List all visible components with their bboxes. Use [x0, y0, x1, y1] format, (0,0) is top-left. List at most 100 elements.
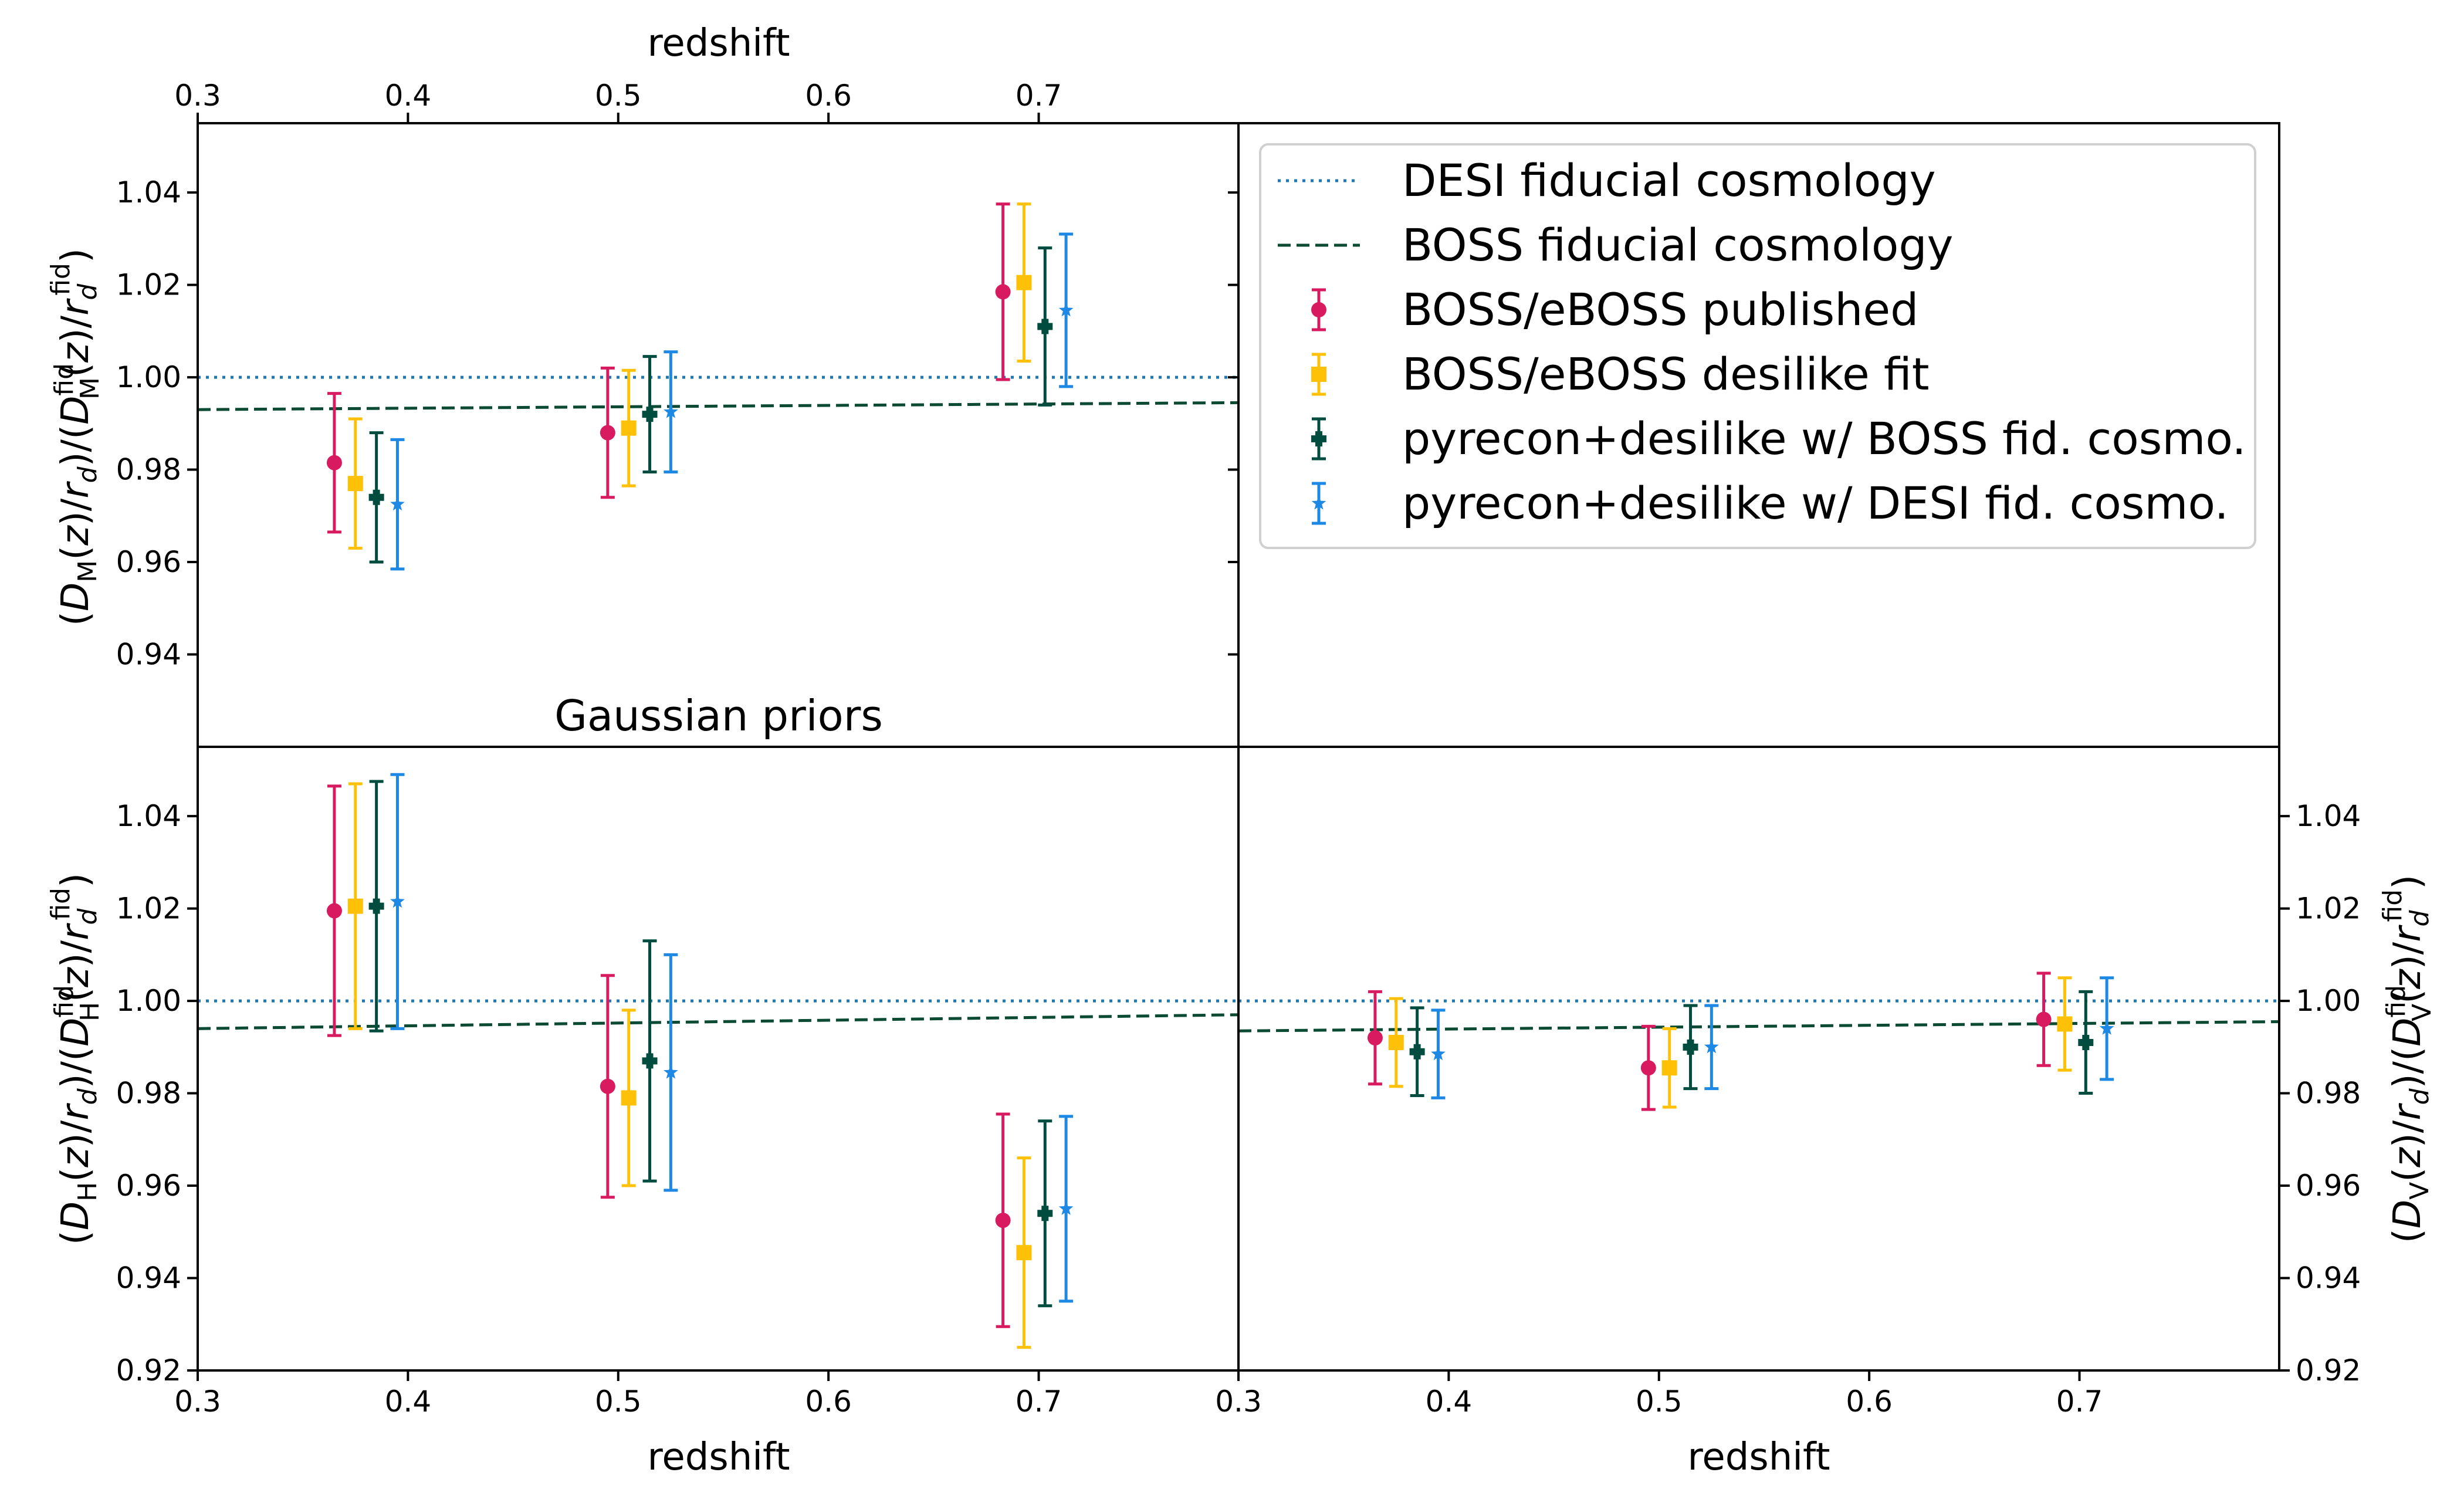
- data-point-square: [1016, 1245, 1032, 1261]
- data-point-circle: [1367, 1030, 1383, 1046]
- tick-label: 0.3: [1215, 1385, 1262, 1419]
- legend-label: BOSS fiducial cosmology: [1402, 219, 1954, 271]
- tick-label: 0.98: [116, 1077, 181, 1111]
- tick-label: 0.6: [805, 1385, 852, 1419]
- tick-label: 1.04: [2296, 799, 2361, 833]
- y-axis-title-dv: (DV(z)/rd)/(DfidV(z)/rdfid): [2378, 875, 2437, 1243]
- legend-entry: pyrecon+desilike w/ DESI fid. cosmo.: [1311, 477, 2229, 529]
- legend-marker-star: [1311, 496, 1326, 510]
- data-point-circle: [326, 455, 342, 471]
- tick-label: 0.5: [595, 79, 642, 113]
- data-point-star: [2099, 1021, 2114, 1035]
- data-point-star: [1431, 1046, 1446, 1061]
- tick-label: 0.4: [1426, 1385, 1473, 1419]
- data-point-square: [1388, 1034, 1404, 1050]
- tick-label: 0.94: [116, 1261, 181, 1295]
- data-point-square: [2057, 1016, 2073, 1032]
- legend-label: BOSS/eBOSS desilike fit: [1402, 348, 1930, 400]
- tick-label: 0.5: [1636, 1385, 1683, 1419]
- legend-marker-plus: [1311, 431, 1326, 446]
- tick-label: 0.94: [116, 638, 181, 672]
- data-point-circle: [995, 284, 1011, 300]
- data-point-star: [390, 893, 405, 908]
- data-point-circle: [326, 903, 342, 919]
- data-point-square: [1661, 1060, 1677, 1076]
- tick-label: 0.4: [385, 1385, 432, 1419]
- legend-box: [1259, 143, 2256, 549]
- reference-line-boss: [197, 1013, 1239, 1030]
- tick-label: 0.6: [805, 79, 852, 113]
- bottom-left-x-axis-title: redshift: [647, 1436, 790, 1479]
- data-point-plus: [368, 898, 384, 914]
- data-point-star: [664, 1065, 678, 1079]
- tick-label: 0.98: [2296, 1077, 2361, 1111]
- tick-label: 1.00: [116, 984, 181, 1018]
- bottom-right-x-axis-title: redshift: [1687, 1436, 1830, 1479]
- data-point-plus: [1683, 1039, 1698, 1055]
- tick-label: 1.00: [2296, 984, 2361, 1018]
- tick-label: 0.98: [116, 453, 181, 487]
- top-x-axis-title: redshift: [647, 22, 790, 65]
- data-point-square: [347, 476, 363, 492]
- tick-label: 0.92: [2296, 1353, 2361, 1387]
- legend-entry: BOSS/eBOSS published: [1311, 283, 1918, 336]
- tick-label: 0.96: [116, 1169, 181, 1203]
- tick-label: 0.6: [1846, 1385, 1893, 1419]
- tick-label: 1.02: [116, 268, 181, 302]
- legend-label: DESI fiducial cosmology: [1402, 154, 1936, 207]
- data-point-circle: [600, 1078, 615, 1094]
- data-point-star: [1058, 1201, 1074, 1215]
- legend-panel: DESI fiducial cosmology BOSS fiducial cos…: [1259, 143, 2256, 549]
- data-point-square: [347, 898, 363, 914]
- tick-label: 1.04: [116, 799, 181, 833]
- reference-line-boss: [197, 401, 1239, 411]
- tick-label: 0.3: [174, 79, 221, 113]
- data-point-plus: [2078, 1034, 2094, 1050]
- data-point-square: [1016, 275, 1032, 290]
- panel-dh-plot: [197, 773, 1239, 1349]
- legend-label: BOSS/eBOSS published: [1402, 283, 1918, 336]
- legend-entry: BOSS fiducial cosmology: [1278, 219, 1954, 271]
- tick-label: 1.04: [116, 175, 181, 209]
- tick-label: 0.96: [2296, 1169, 2361, 1203]
- data-point-star: [390, 496, 405, 511]
- data-point-plus: [368, 489, 384, 505]
- tick-label: 0.7: [1016, 79, 1062, 113]
- tick-label: 0.7: [1016, 1385, 1062, 1419]
- legend-label: pyrecon+desilike w/ BOSS fid. cosmo.: [1402, 412, 2246, 465]
- data-point-circle: [600, 425, 615, 441]
- tick-label: 0.5: [595, 1385, 642, 1419]
- data-point-circle: [2036, 1011, 2052, 1027]
- tick-label: 0.92: [116, 1353, 181, 1387]
- data-point-square: [621, 1090, 637, 1106]
- legend-marker-circle: [1311, 302, 1326, 317]
- data-point-star: [664, 404, 678, 418]
- tick-label: 1.00: [116, 360, 181, 394]
- tick-label: 0.4: [385, 79, 432, 113]
- tick-label: 0.96: [116, 545, 181, 579]
- tick-label: 1.02: [2296, 892, 2361, 926]
- data-point-star: [1058, 302, 1074, 317]
- data-point-circle: [1640, 1060, 1656, 1076]
- data-point-square: [621, 420, 637, 436]
- tick-label: 1.02: [116, 892, 181, 926]
- tick-label: 0.3: [174, 1385, 221, 1419]
- gaussian-priors-annotation: Gaussian priors: [554, 691, 883, 740]
- legend-entry: BOSS/eBOSS desilike fit: [1311, 348, 1930, 400]
- legend-entry: DESI fiducial cosmology: [1278, 154, 1936, 207]
- data-point-circle: [995, 1213, 1011, 1228]
- tick-label: 0.94: [2296, 1261, 2361, 1295]
- panel-dm-plot: [197, 202, 1239, 571]
- legend-entry: pyrecon+desilike w/ BOSS fid. cosmo.: [1311, 412, 2246, 465]
- data-point-plus: [1037, 1206, 1053, 1221]
- data-point-plus: [642, 1053, 658, 1069]
- tick-label: 0.7: [2056, 1385, 2103, 1419]
- panel-dv-plot: [1238, 972, 2280, 1111]
- data-point-plus: [1409, 1044, 1425, 1060]
- legend-marker-square: [1311, 367, 1326, 382]
- legend-label: pyrecon+desilike w/ DESI fid. cosmo.: [1402, 477, 2229, 529]
- axis-ticks: 0.3 0.4 0.5 0.6 0.7 0.3 0.4 0.5 0.6 0.7 0.3 0.4 0.5 0…: [116, 79, 2361, 1419]
- panel-dv-frame: [1237, 746, 2280, 1372]
- data-point-plus: [642, 407, 658, 422]
